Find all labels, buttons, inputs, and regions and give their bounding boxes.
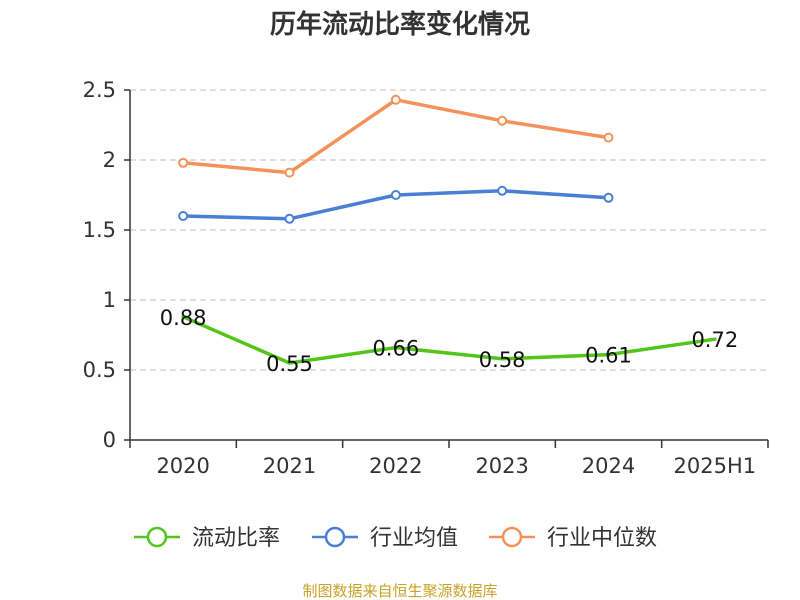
data-point xyxy=(603,192,614,203)
gridlines xyxy=(130,89,768,371)
data-point xyxy=(390,94,401,105)
data-label: 0.88 xyxy=(160,306,207,330)
y-tick-label: 1 xyxy=(103,288,116,312)
axes: 0 0.5 1 1.5 2 2.5 2020 2021 2022 2023 2024 2025H1 xyxy=(83,78,769,478)
data-point xyxy=(603,132,614,143)
series-line xyxy=(181,98,611,175)
y-tick-label: 1.5 xyxy=(83,218,116,242)
data-point xyxy=(284,213,295,224)
data-point xyxy=(497,115,508,126)
data-point xyxy=(178,157,189,168)
legend-marker xyxy=(501,526,523,548)
legend-label: 行业中位数 xyxy=(547,526,657,551)
chart-title: 历年流动比率变化情况 xyxy=(270,9,530,40)
x-tick-label: 2022 xyxy=(369,454,422,478)
legend-marker xyxy=(146,526,168,548)
y-tick-label: 0 xyxy=(103,428,116,452)
x-tick-label: 2024 xyxy=(582,454,635,478)
legend: 流动比率 行业均值 行业中位数 xyxy=(134,526,657,551)
source-note: 制图数据来自恒生聚源数据库 xyxy=(302,582,497,600)
data-label: 0.61 xyxy=(585,344,632,368)
data-label: 0.72 xyxy=(691,328,738,352)
x-tick-label: 2025H1 xyxy=(674,454,757,478)
data-point xyxy=(284,167,295,178)
y-tick-label: 0.5 xyxy=(83,358,116,382)
y-tick-label: 2.5 xyxy=(83,78,116,102)
legend-label: 流动比率 xyxy=(192,526,280,551)
data-label: 0.66 xyxy=(372,337,419,361)
data-point xyxy=(178,211,189,221)
legend-marker xyxy=(324,526,346,548)
data-point xyxy=(390,190,401,200)
data-point xyxy=(497,185,508,196)
x-tick-label: 2021 xyxy=(263,454,316,478)
y-tick-label: 2 xyxy=(103,148,116,172)
series-lines xyxy=(178,94,717,365)
data-labels: 0.88 0.55 0.66 0.58 0.61 0.72 xyxy=(160,306,738,376)
data-label: 0.58 xyxy=(479,348,526,372)
series-line xyxy=(181,315,717,365)
x-tick-label: 2023 xyxy=(475,454,528,478)
x-tick-label: 2020 xyxy=(156,454,209,478)
legend-label: 行业均值 xyxy=(370,526,458,551)
data-label: 0.55 xyxy=(266,352,313,376)
